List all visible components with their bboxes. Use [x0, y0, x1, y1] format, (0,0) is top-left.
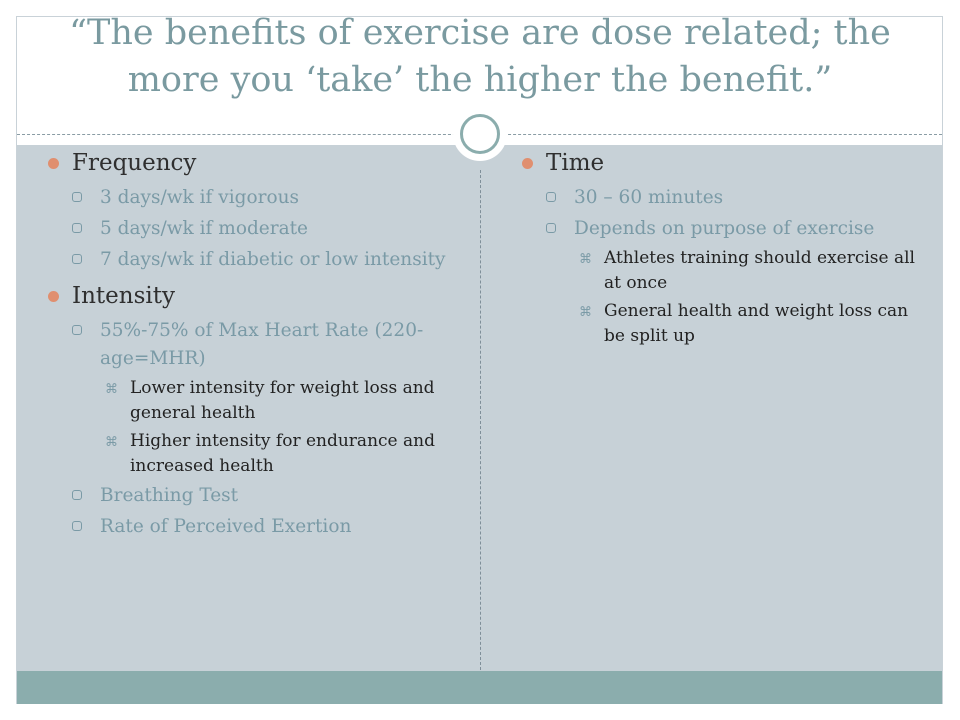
time-item-purpose: Depends on purpose of exercise: [522, 215, 922, 243]
filled-circle-bullet-icon: [522, 158, 533, 169]
intensity-heading: Intensity: [72, 283, 175, 309]
rounded-square-bullet-icon: [72, 325, 82, 335]
time-sub-item-text: Athletes training should exercise all at…: [604, 248, 915, 293]
time-item-text: 30 – 60 minutes: [574, 187, 724, 208]
intensity-sub-item: ⌘ Lower intensity for weight loss and ge…: [48, 376, 468, 426]
cross-bullet-icon: ⌘: [105, 382, 118, 397]
rounded-square-bullet-icon: [72, 490, 82, 500]
rounded-square-bullet-icon: [72, 223, 82, 233]
filled-circle-bullet-icon: [48, 291, 59, 302]
left-column: Frequency 3 days/wk if vigorous 5 days/w…: [48, 148, 468, 544]
right-column: Time 30 – 60 minutes Depends on purpose …: [522, 148, 922, 352]
frequency-item-text: 3 days/wk if vigorous: [100, 187, 300, 208]
intensity-item-mhr: 55%-75% of Max Heart Rate (220-age=MHR): [48, 317, 468, 373]
time-item-duration: 30 – 60 minutes: [522, 184, 922, 212]
cross-bullet-icon: ⌘: [105, 435, 118, 450]
circle-ornament-ring: [460, 114, 500, 154]
time-heading: Time: [546, 150, 605, 176]
time-item-text: Depends on purpose of exercise: [574, 218, 875, 239]
frequency-item: 7 days/wk if diabetic or low intensity: [48, 246, 468, 274]
intensity-item-text: Breathing Test: [100, 485, 239, 506]
circle-ornament-icon: [453, 107, 507, 161]
slide-title: “The benefits of exercise are dose relat…: [69, 13, 891, 100]
rounded-square-bullet-icon: [72, 192, 82, 202]
rounded-square-bullet-icon: [546, 192, 556, 202]
bullet-intensity: Intensity: [48, 281, 468, 311]
intensity-item-rpe: Rate of Perceived Exertion: [48, 513, 468, 541]
time-sub-item: ⌘ General health and weight loss can be …: [522, 299, 922, 349]
cross-bullet-icon: ⌘: [579, 305, 592, 320]
rounded-square-bullet-icon: [546, 223, 556, 233]
frequency-item: 5 days/wk if moderate: [48, 215, 468, 243]
column-divider: [480, 170, 481, 670]
content-panel: [17, 145, 942, 672]
cross-bullet-icon: ⌘: [579, 252, 592, 267]
frequency-item-text: 7 days/wk if diabetic or low intensity: [100, 249, 446, 270]
frequency-item-text: 5 days/wk if moderate: [100, 218, 308, 239]
time-sub-item-text: General health and weight loss can be sp…: [604, 301, 909, 346]
bullet-time: Time: [522, 148, 922, 178]
intensity-sub-item-text: Lower intensity for weight loss and gene…: [130, 378, 435, 423]
time-sub-item: ⌘ Athletes training should exercise all …: [522, 246, 922, 296]
filled-circle-bullet-icon: [48, 158, 59, 169]
rounded-square-bullet-icon: [72, 521, 82, 531]
footer-bar: [17, 671, 942, 704]
rounded-square-bullet-icon: [72, 254, 82, 264]
intensity-sub-item: ⌘ Higher intensity for endurance and inc…: [48, 429, 468, 479]
intensity-item-breathing: Breathing Test: [48, 482, 468, 510]
frequency-heading: Frequency: [72, 150, 197, 176]
frequency-item: 3 days/wk if vigorous: [48, 184, 468, 212]
bullet-frequency: Frequency: [48, 148, 468, 178]
intensity-sub-item-text: Higher intensity for endurance and incre…: [130, 431, 435, 476]
intensity-item-text: Rate of Perceived Exertion: [100, 516, 352, 537]
intensity-item-text: 55%-75% of Max Heart Rate (220-age=MHR): [100, 320, 424, 369]
